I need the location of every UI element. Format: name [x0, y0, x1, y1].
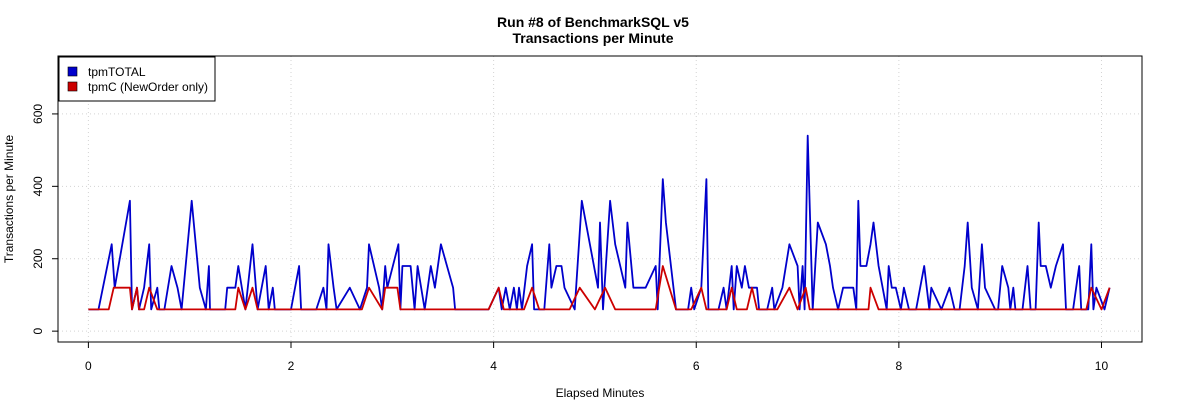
legend-swatch: [67, 66, 78, 77]
x-tick-label: 10: [1095, 359, 1109, 373]
series-line: [88, 265, 1111, 311]
legend-label: tpmC (NewOrder only): [88, 80, 208, 94]
y-axis-label: Transactions per Minute: [2, 135, 16, 264]
legend-box: [58, 56, 216, 102]
x-tick-label: 2: [288, 359, 295, 373]
chart-title: Run #8 of BenchmarkSQL v5: [497, 14, 689, 30]
chart-subtitle: Transactions per Minute: [512, 30, 673, 46]
y-tick-label: 600: [31, 104, 45, 124]
axes: 0 2 4 6 8 10 0 200 400 600: [31, 104, 1108, 373]
x-axis-label: Elapsed Minutes: [556, 386, 645, 400]
legend-label: tpmTOTAL: [88, 65, 146, 79]
grid: [58, 56, 1142, 342]
x-tick-label: 0: [85, 359, 92, 373]
y-tick-label: 200: [31, 248, 45, 268]
y-tick-label: 400: [31, 176, 45, 196]
x-tick-label: 4: [490, 359, 497, 373]
x-tick-label: 6: [693, 359, 700, 373]
series-lines: [88, 134, 1111, 311]
y-tick-label: 0: [31, 327, 45, 334]
series-line: [88, 134, 1111, 311]
x-tick-label: 8: [896, 359, 903, 373]
legend-swatch: [67, 81, 78, 92]
